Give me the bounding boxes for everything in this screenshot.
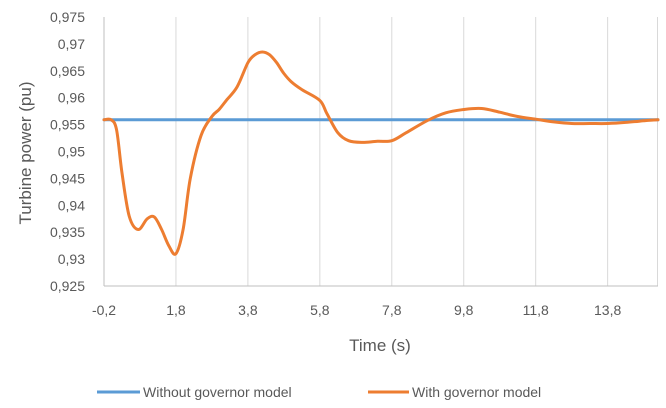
x-tick-label: 5,8 <box>310 302 330 318</box>
y-tick-label: 0,97 <box>58 36 85 52</box>
y-tick-label: 0,96 <box>58 90 85 106</box>
x-tick-label: 11,8 <box>523 302 549 318</box>
y-tick-labels: 0,925 0,93 0,935 0,94 0,945 0,95 0,955 0,96 0,96… <box>50 9 85 294</box>
y-tick-label: 0,945 <box>50 170 85 186</box>
y-tick-label: 0,95 <box>58 144 85 160</box>
gridlines <box>104 17 658 286</box>
x-tick-label: 3,8 <box>238 302 258 318</box>
legend-label: Without governor model <box>143 384 292 400</box>
y-tick-label: 0,965 <box>50 63 85 79</box>
x-tick-label: 7,8 <box>382 302 402 318</box>
x-tick-labels: -0,2 1,8 3,8 5,8 7,8 9,8 11,8 13,8 <box>92 302 622 318</box>
y-tick-label: 0,975 <box>50 9 85 25</box>
legend: Without governor model With governor mode… <box>97 384 541 400</box>
x-axis-title: Time (s) <box>349 336 411 355</box>
y-axis-title: Turbine power (pu) <box>16 82 35 225</box>
series-line-2 <box>104 52 658 254</box>
legend-label: With governor model <box>412 384 541 400</box>
y-tick-label: 0,955 <box>50 117 85 133</box>
x-tick-label: 9,8 <box>454 302 474 318</box>
x-tick-label: 1,8 <box>166 302 186 318</box>
y-tick-label: 0,925 <box>50 278 85 294</box>
x-tick-label: 13,8 <box>594 302 621 318</box>
y-tick-label: 0,94 <box>58 197 85 213</box>
y-tick-label: 0,93 <box>58 251 85 267</box>
y-tick-label: 0,935 <box>50 224 85 240</box>
x-tick-label: -0,2 <box>92 302 116 318</box>
series-lines <box>104 52 658 254</box>
